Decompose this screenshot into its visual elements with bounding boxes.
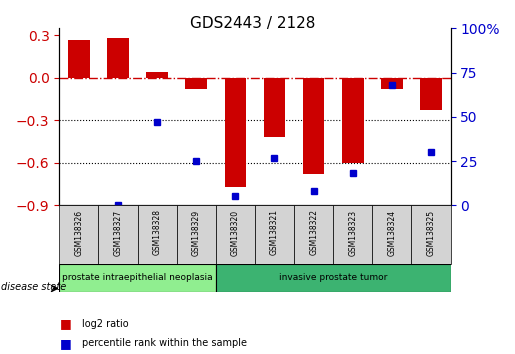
Bar: [185, 78, 207, 89]
Bar: [342, 78, 364, 163]
Bar: [303, 78, 324, 174]
FancyBboxPatch shape: [177, 205, 216, 264]
FancyBboxPatch shape: [294, 205, 333, 264]
Text: GSM138322: GSM138322: [309, 210, 318, 255]
Text: GSM138327: GSM138327: [113, 210, 123, 256]
FancyBboxPatch shape: [372, 205, 411, 264]
Bar: [225, 78, 246, 187]
FancyBboxPatch shape: [333, 205, 372, 264]
Text: GSM138321: GSM138321: [270, 210, 279, 255]
Bar: [68, 40, 90, 78]
Text: prostate intraepithelial neoplasia: prostate intraepithelial neoplasia: [62, 273, 213, 282]
Text: GSM138325: GSM138325: [426, 210, 436, 256]
FancyBboxPatch shape: [98, 205, 138, 264]
FancyBboxPatch shape: [138, 205, 177, 264]
FancyBboxPatch shape: [411, 205, 451, 264]
Text: GSM138320: GSM138320: [231, 210, 240, 256]
Bar: [107, 38, 129, 78]
Text: disease state: disease state: [1, 282, 66, 292]
Text: GSM138328: GSM138328: [152, 210, 162, 255]
Bar: [146, 72, 168, 78]
Bar: [420, 78, 442, 110]
Text: percentile rank within the sample: percentile rank within the sample: [82, 338, 247, 348]
Text: log2 ratio: log2 ratio: [82, 319, 129, 329]
FancyBboxPatch shape: [216, 205, 255, 264]
FancyBboxPatch shape: [255, 205, 294, 264]
FancyBboxPatch shape: [59, 264, 216, 292]
Text: GSM138329: GSM138329: [192, 210, 201, 256]
Text: ■: ■: [60, 318, 72, 330]
Text: GDS2443 / 2128: GDS2443 / 2128: [190, 16, 315, 31]
Text: ■: ■: [60, 337, 72, 350]
Bar: [264, 78, 285, 137]
Text: invasive prostate tumor: invasive prostate tumor: [279, 273, 387, 282]
Text: GSM138324: GSM138324: [387, 210, 397, 256]
Text: GSM138323: GSM138323: [348, 210, 357, 256]
Bar: [381, 78, 403, 89]
FancyBboxPatch shape: [59, 205, 98, 264]
FancyBboxPatch shape: [216, 264, 451, 292]
Text: GSM138326: GSM138326: [74, 210, 83, 256]
